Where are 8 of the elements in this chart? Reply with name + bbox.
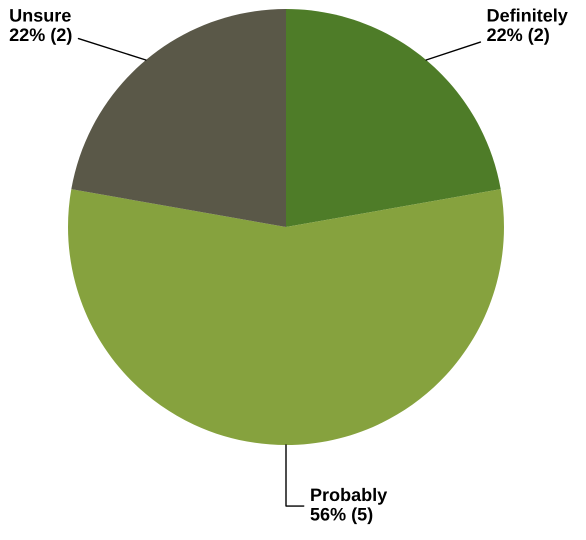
pie-slice [71, 9, 286, 227]
data-label: 22% (2) [487, 28, 549, 45]
pie-slice [68, 189, 504, 445]
slice-label: Definitely [488, 8, 568, 26]
slice-label: Probably [311, 488, 388, 505]
data-label: 22% (2) [10, 28, 72, 45]
data-label: 56% (5) [310, 507, 372, 524]
slice-label: Unsure [10, 9, 71, 22]
